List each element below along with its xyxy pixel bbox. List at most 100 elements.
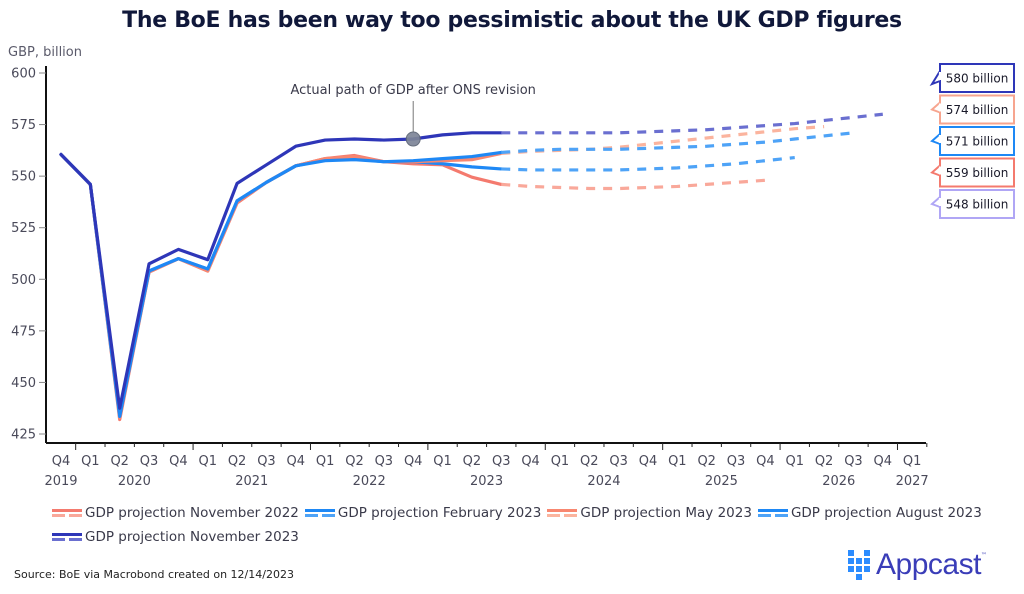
x-tick-label: Q4 bbox=[287, 454, 306, 469]
appcast-logo-icon bbox=[848, 550, 870, 580]
x-year-label: 2021 bbox=[235, 474, 268, 489]
x-tick-label: Q2 bbox=[697, 454, 716, 469]
x-tick-label: Q3 bbox=[727, 454, 746, 469]
legend-swatch-icon bbox=[547, 508, 578, 518]
x-year-label: 2020 bbox=[118, 474, 151, 489]
legend-label: GDP projection November 2022 bbox=[85, 505, 299, 521]
x-year-label: 2026 bbox=[822, 474, 855, 489]
end-label: 571 billion bbox=[930, 126, 1015, 156]
legend-label: GDP projection November 2023 bbox=[85, 529, 299, 545]
annotation-marker bbox=[405, 131, 421, 147]
legend-label: GDP projection February 2023 bbox=[337, 505, 542, 521]
series-gdp-projection-november-2023 bbox=[59, 112, 883, 410]
series-gdp-projection-november-2022 bbox=[59, 152, 766, 422]
legend-item: GDP projection November 2023 bbox=[52, 527, 299, 547]
x-tick-label: Q3 bbox=[492, 454, 511, 469]
legend-item: GDP projection August 2023 bbox=[757, 503, 982, 523]
annotation-text: Actual path of GDP after ONS revision bbox=[290, 83, 535, 98]
x-axis: Q4 Q1 Q2 Q3 Q4 Q1 Q2 Q3 Q4 Q1 Q2 Q3 Q4 Q1 Q2 Q3 Q4 Q1 Q2 Q3… bbox=[44, 442, 929, 489]
y-tick-label: 550 bbox=[11, 170, 36, 185]
series-gdp-projection-august-2023 bbox=[59, 131, 854, 419]
end-label-text: 548 billion bbox=[946, 198, 1009, 212]
end-label-text: 559 billion bbox=[946, 166, 1009, 180]
series-line-projection bbox=[501, 178, 766, 191]
trademark: ™ bbox=[980, 552, 987, 559]
x-tick-label: Q4 bbox=[874, 454, 893, 469]
x-tick-label: Q2 bbox=[463, 454, 482, 469]
x-tick-label: Q1 bbox=[316, 454, 335, 469]
y-tick-label: 525 bbox=[11, 221, 36, 236]
series-gdp-projection-february-2023 bbox=[59, 152, 795, 418]
end-label-pointer bbox=[930, 164, 941, 177]
end-label: 548 billion bbox=[930, 189, 1015, 219]
legend-label: GDP projection August 2023 bbox=[790, 505, 982, 521]
y-axis: GBP, billion 425 450 475 500 525 550 575 600 bbox=[8, 45, 82, 443]
series-layer bbox=[59, 112, 883, 422]
x-tick-label: Q1 bbox=[198, 454, 217, 469]
x-tick-label: Q2 bbox=[228, 454, 247, 469]
x-tick-label: Q1 bbox=[433, 454, 452, 469]
end-label-pointer bbox=[929, 70, 941, 86]
x-tick-label: Q4 bbox=[52, 454, 71, 469]
end-label: 580 billion bbox=[929, 63, 1015, 93]
chart-title: The BoE has been way too pessimistic abo… bbox=[122, 8, 902, 33]
end-label-box bbox=[939, 94, 1015, 125]
series-gdp-projection-may-2023 bbox=[59, 125, 825, 420]
legend-swatch-icon bbox=[757, 508, 788, 518]
x-year-label: 2024 bbox=[587, 474, 620, 489]
x-tick-label: Q3 bbox=[375, 454, 394, 469]
end-label: 559 billion bbox=[930, 157, 1015, 188]
legend-item: GDP projection February 2023 bbox=[304, 503, 542, 523]
x-tick-label: Q2 bbox=[815, 454, 834, 469]
x-tick-label: Q1 bbox=[903, 454, 922, 469]
source-note: Source: BoE via Macrobond created on 12/… bbox=[14, 568, 294, 581]
end-label-text: 580 billion bbox=[946, 72, 1009, 86]
x-year-label: 2023 bbox=[470, 474, 503, 489]
legend-swatch-icon bbox=[52, 508, 82, 518]
series-line-projection bbox=[501, 155, 795, 172]
y-tick-label: 600 bbox=[11, 67, 36, 82]
series-line-historical bbox=[59, 131, 503, 410]
end-label: 574 billion bbox=[930, 94, 1015, 125]
legend-swatch-icon bbox=[304, 508, 335, 518]
x-tick-label: Q4 bbox=[756, 454, 775, 469]
x-tick-label: Q2 bbox=[110, 454, 129, 469]
end-label-box bbox=[939, 189, 1015, 219]
x-tick-label: Q1 bbox=[785, 454, 804, 469]
legend-label: GDP projection May 2023 bbox=[580, 505, 752, 521]
y-axis-unit-label: GBP, billion bbox=[8, 45, 82, 60]
x-tick-label: Q2 bbox=[345, 454, 364, 469]
x-tick-label: Q2 bbox=[580, 454, 599, 469]
x-tick-label: Q1 bbox=[81, 454, 100, 469]
x-tick-label: Q1 bbox=[668, 454, 687, 469]
y-tick-label: 450 bbox=[11, 376, 36, 391]
x-year-label: 2027 bbox=[896, 474, 929, 489]
x-tick-label: Q3 bbox=[844, 454, 863, 469]
end-label-pointer bbox=[930, 101, 941, 114]
end-label-box bbox=[939, 63, 1015, 93]
end-labels: 580 billion 574 billion 571 billion 559 bil… bbox=[929, 63, 1015, 219]
end-label-pointer bbox=[930, 196, 941, 208]
x-tick-label: Q1 bbox=[551, 454, 570, 469]
legend: GDP projection November 2022 GDP projecti… bbox=[52, 503, 992, 547]
x-year-label: 2019 bbox=[44, 474, 77, 489]
legend-item: GDP projection May 2023 bbox=[547, 503, 752, 523]
series-line-projection bbox=[501, 112, 883, 135]
x-tick-label: Q4 bbox=[404, 454, 423, 469]
x-year-label: 2022 bbox=[353, 474, 386, 489]
end-label-text: 574 billion bbox=[946, 103, 1009, 117]
appcast-logo-text: Appcast bbox=[876, 548, 981, 581]
end-label-pointer bbox=[930, 133, 941, 145]
x-year-label: 2025 bbox=[705, 474, 738, 489]
legend-item: GDP projection November 2022 bbox=[52, 503, 299, 523]
end-label-text: 571 billion bbox=[946, 135, 1009, 149]
x-tick-label: Q4 bbox=[521, 454, 540, 469]
y-tick-label: 425 bbox=[11, 428, 36, 443]
y-tick-label: 500 bbox=[11, 273, 36, 288]
x-tick-label: Q4 bbox=[639, 454, 658, 469]
y-tick-label: 575 bbox=[11, 118, 36, 133]
x-tick-label: Q3 bbox=[257, 454, 276, 469]
annotation-layer: Actual path of GDP after ONS revision bbox=[290, 83, 536, 147]
x-tick-label: Q3 bbox=[609, 454, 628, 469]
